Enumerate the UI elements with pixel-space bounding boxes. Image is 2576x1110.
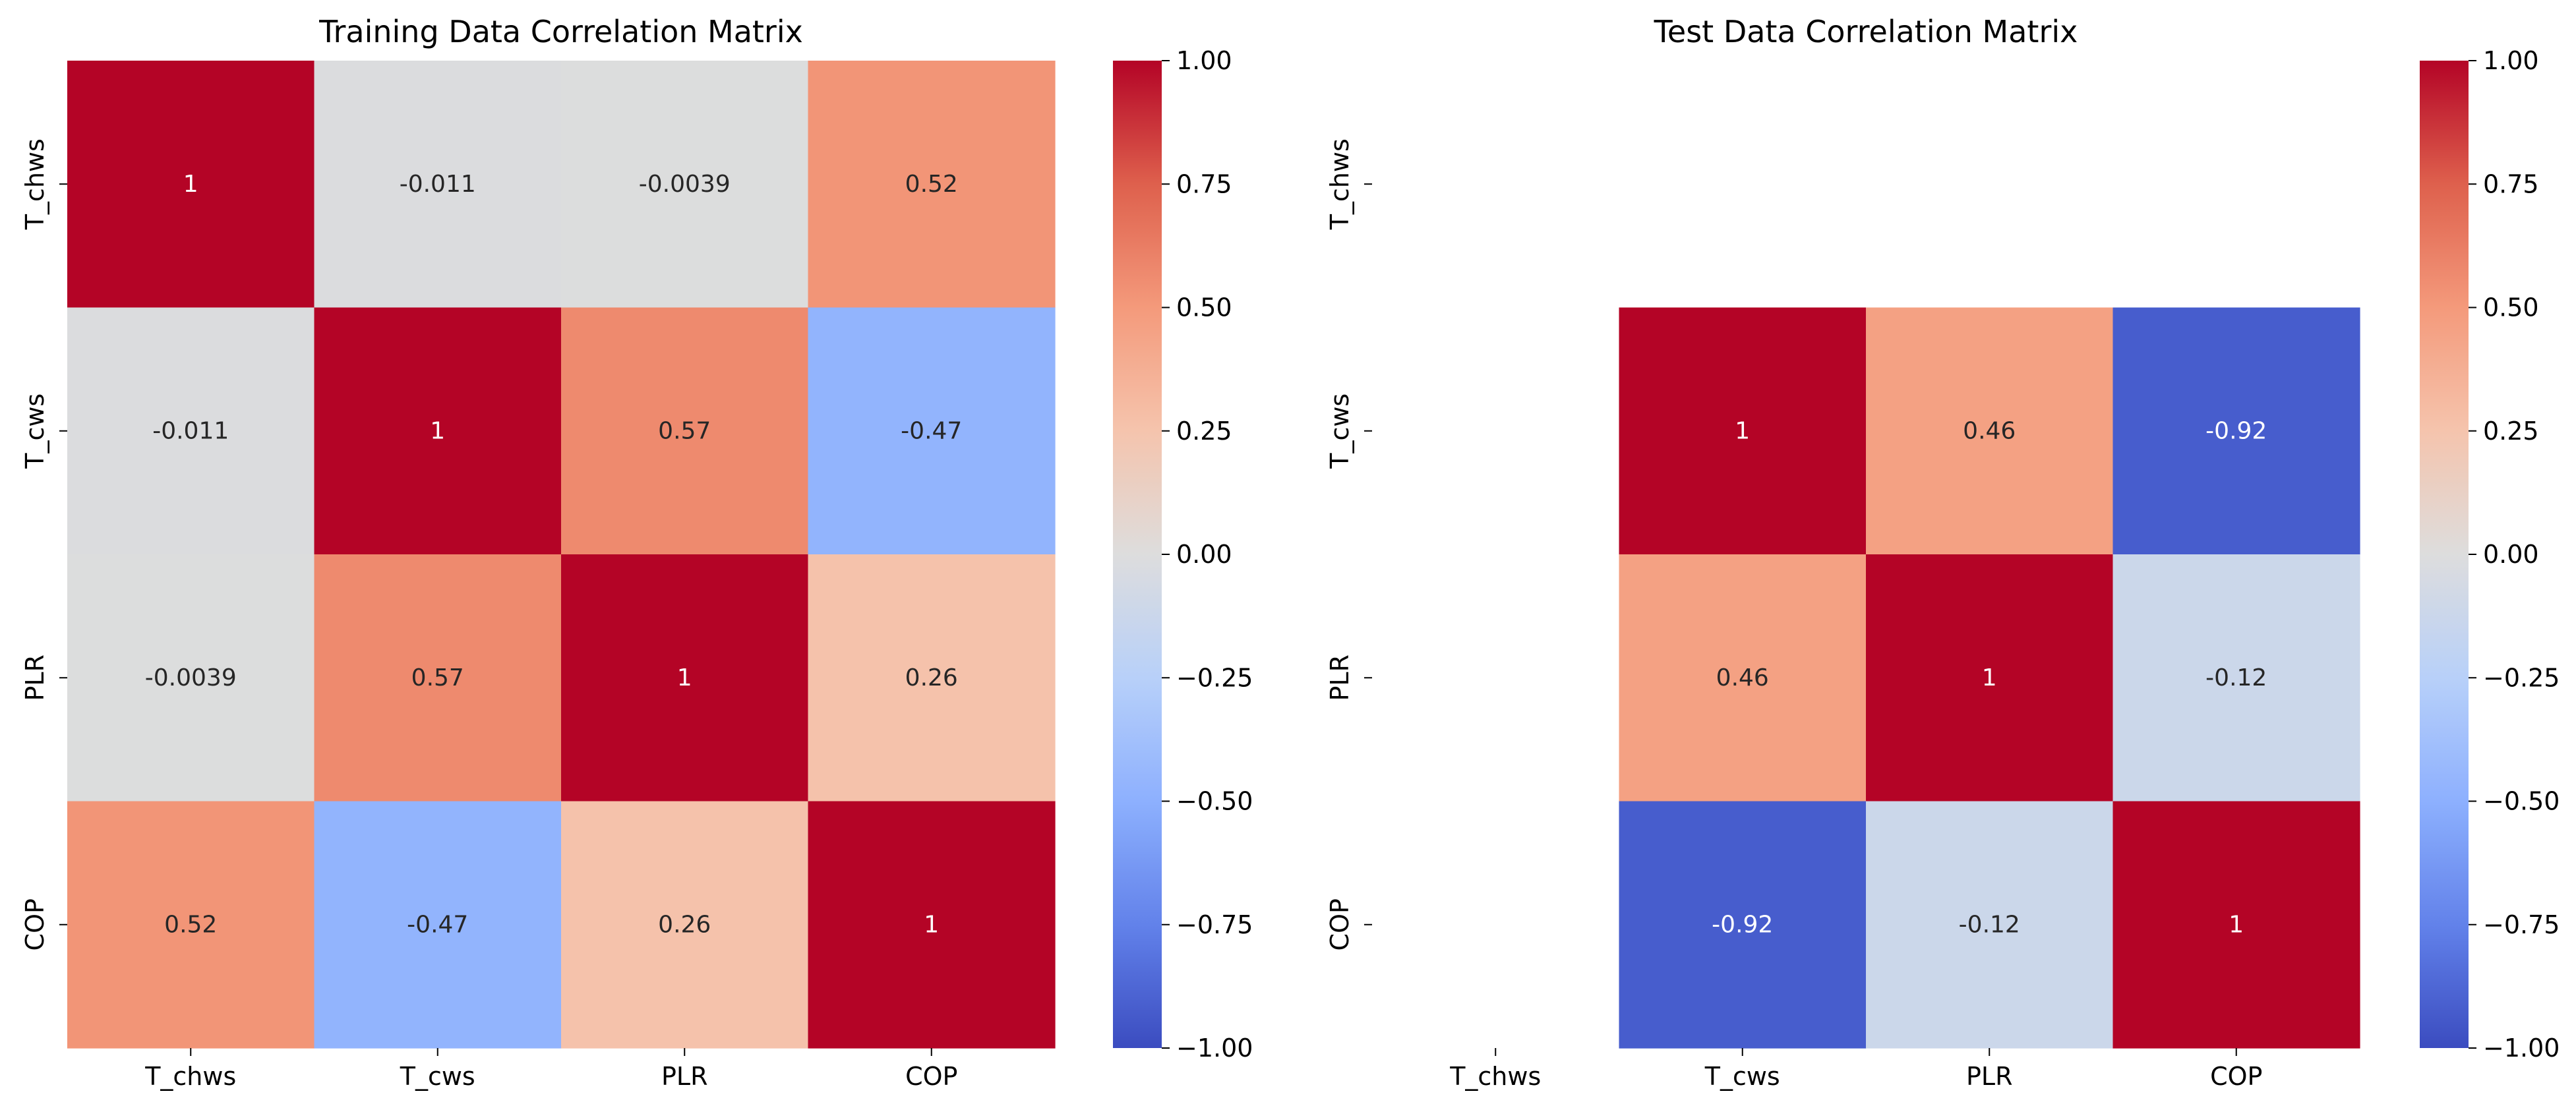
train-cell-label-r3-c0: 0.52 (164, 911, 217, 938)
train-colorbar-tick-label: 1.00 (1176, 46, 1232, 75)
test-x-tick-label: T_cws (1704, 1062, 1780, 1091)
test-cell-r2-c2 (1866, 554, 2114, 802)
test-colorbar-tick-label: −1.00 (2483, 1034, 2560, 1063)
test-colorbar-tick-label: 0.25 (2483, 417, 2539, 446)
train-cell-label-r0-c2: -0.0039 (639, 171, 731, 198)
train-x-tick-label: COP (905, 1062, 957, 1091)
test-colorbar-tick-label: −0.75 (2483, 910, 2560, 939)
train-cell-label-r2-c1: 0.57 (411, 664, 464, 691)
train-colorbar-tick-label: 0.50 (1176, 293, 1232, 322)
test-cell-r2-c1 (1619, 554, 1867, 802)
train-y-tick-label: COP (20, 898, 49, 950)
train-cell-label-r2-c2: 1 (677, 664, 692, 691)
train-y-tick-label: T_chws (20, 138, 49, 230)
train-cell-r2-c1 (314, 554, 562, 802)
train-colorbar-tick-label: −0.75 (1176, 910, 1253, 939)
train-cell-r0-c3 (808, 61, 1056, 308)
train-cell-label-r2-c0: -0.0039 (145, 664, 237, 691)
test-colorbar-tick-label: −0.25 (2483, 663, 2560, 692)
train-colorbar-tick-label: −0.50 (1176, 787, 1253, 816)
test-cell-label-r3-c1: -0.92 (1712, 911, 1773, 938)
train-cell-r3-c0 (67, 801, 315, 1049)
train-cell-label-r3-c2: 0.26 (658, 911, 711, 938)
test-cell-r3-c2 (1866, 801, 2114, 1049)
test-cell-label-r3-c2: -0.12 (1959, 911, 2020, 938)
test-colorbar-tick-label: 0.75 (2483, 169, 2539, 198)
test-x-tick-label: COP (2210, 1062, 2262, 1091)
train-cell-label-r3-c1: -0.47 (407, 911, 468, 938)
test-cell-label-r2-c1: 0.46 (1716, 664, 1769, 691)
train-colorbar-tick-label: −1.00 (1176, 1034, 1253, 1063)
train-cell-label-r0-c1: -0.011 (400, 171, 476, 198)
test-y-tick-label: T_cws (1325, 394, 1354, 469)
test-x-tick-label: PLR (1966, 1062, 2013, 1091)
train-cell-r3-c2 (561, 801, 809, 1049)
train-cell-label-r0-c3: 0.52 (905, 171, 958, 198)
train-cell-r1-c1 (314, 307, 562, 555)
train-x-tick-label: T_cws (400, 1062, 475, 1091)
train-cell-label-r1-c2: 0.57 (658, 417, 711, 444)
train-cell-r2-c3 (808, 554, 1056, 802)
test-cell-label-r3-c3: 1 (2229, 911, 2244, 938)
test-chart-title: Test Data Correlation Matrix (1654, 14, 2078, 49)
test-cell-r1-c2 (1866, 307, 2114, 555)
train-cell-r3-c3 (808, 801, 1056, 1049)
train-x-tick-label: PLR (661, 1062, 708, 1091)
train-colorbar-tick-label: 0.75 (1176, 169, 1232, 198)
test-cell-r3-c1 (1619, 801, 1867, 1049)
train-cell-label-r1-c1: 1 (430, 417, 445, 444)
train-colorbar (1113, 61, 1162, 1048)
train-chart-title: Training Data Correlation Matrix (318, 14, 803, 49)
train-cell-r0-c2 (561, 61, 809, 308)
train-cell-label-r1-c3: -0.47 (901, 417, 962, 444)
test-x-tick-label: T_chws (1449, 1062, 1541, 1091)
test-colorbar-tick-label: 0.50 (2483, 293, 2539, 322)
train-cell-label-r2-c3: 0.26 (905, 664, 958, 691)
test-heatmap-panel: Test Data Correlation Matrix 1 0.46 -0.92 0.… (1325, 14, 2560, 1091)
train-cell-r0-c1 (314, 61, 562, 308)
test-y-tick-label: COP (1325, 898, 1354, 950)
test-y-tick-label: PLR (1325, 655, 1354, 701)
test-colorbar-tick-label: 0.00 (2483, 540, 2539, 569)
test-cell-r1-c1 (1619, 307, 1867, 555)
train-cell-r1-c3 (808, 307, 1056, 555)
test-cell-r2-c3 (2112, 554, 2360, 802)
test-cell-label-r2-c2: 1 (1982, 664, 1997, 691)
test-colorbar-tick-label: −0.50 (2483, 787, 2560, 816)
test-colorbar-tick-label: 1.00 (2483, 46, 2539, 75)
train-colorbar-tick-label: −0.25 (1176, 663, 1253, 692)
train-cell-r0-c0 (67, 61, 315, 308)
train-cell-r3-c1 (314, 801, 562, 1049)
train-colorbar-tick-label: 0.00 (1176, 540, 1232, 569)
train-colorbar-tick-label: 0.25 (1176, 417, 1232, 446)
test-colorbar (2420, 61, 2469, 1048)
test-cell-label-r1-c3: -0.92 (2205, 417, 2267, 444)
train-cell-r1-c2 (561, 307, 809, 555)
train-cell-r2-c0 (67, 554, 315, 802)
test-cell-label-r1-c2: 0.46 (1963, 417, 2016, 444)
train-cell-label-r3-c3: 1 (924, 911, 939, 938)
train-cell-label-r1-c0: -0.011 (152, 417, 229, 444)
test-y-tick-label: T_chws (1325, 138, 1354, 230)
test-cell-r1-c3 (2112, 307, 2360, 555)
test-cell-label-r1-c1: 1 (1735, 417, 1750, 444)
test-cell-r3-c3 (2112, 801, 2360, 1049)
train-cell-r1-c0 (67, 307, 315, 555)
train-y-tick-label: PLR (20, 655, 49, 701)
training-heatmap-panel: Training Data Correlation Matrix 1 -0.011 -… (20, 14, 1253, 1091)
train-y-tick-label: T_cws (20, 394, 49, 469)
train-x-tick-label: T_chws (144, 1062, 236, 1091)
test-cell-label-r2-c3: -0.12 (2205, 664, 2267, 691)
train-cell-label-r0-c0: 1 (183, 171, 198, 198)
train-cell-r2-c2 (561, 554, 809, 802)
